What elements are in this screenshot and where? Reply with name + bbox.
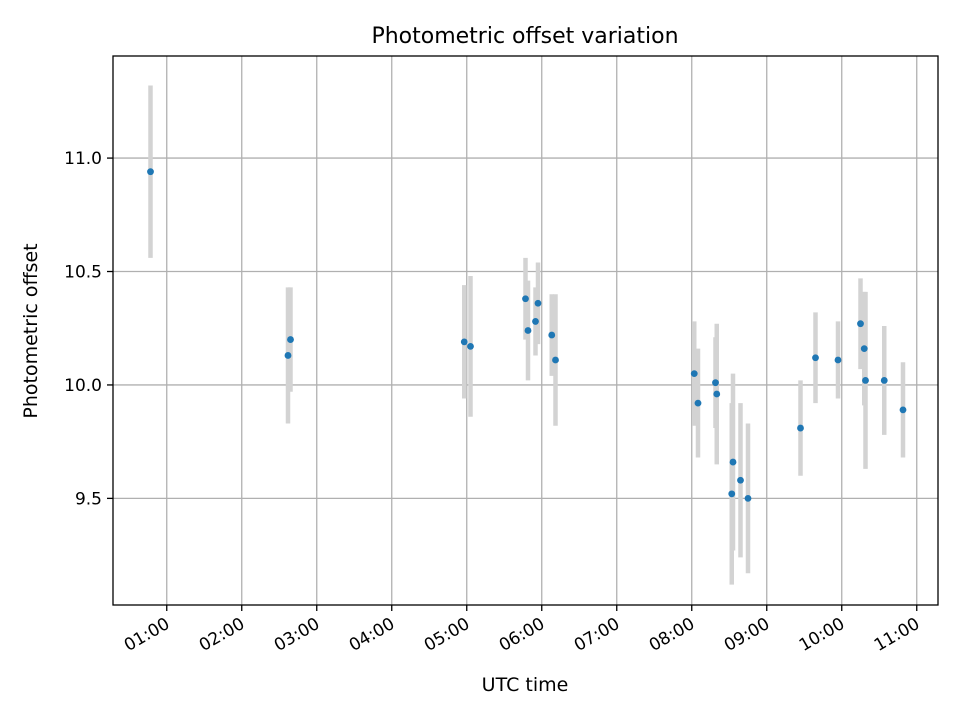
data-point: [899, 406, 907, 414]
data-point: [812, 354, 819, 362]
data-point: [467, 342, 474, 350]
data-point: [880, 377, 888, 384]
data-point: [857, 320, 864, 328]
y-tick-label: 10.5: [64, 263, 102, 283]
data-point: [729, 458, 737, 466]
data-point: [534, 299, 542, 307]
x-axis-label: UTC time: [482, 674, 569, 696]
data-point: [460, 338, 468, 346]
data-point: [147, 168, 154, 176]
data-point: [728, 490, 736, 498]
data-point: [744, 494, 752, 502]
data-point: [712, 379, 719, 387]
y-tick-label: 9.5: [75, 489, 102, 509]
data-point: [532, 318, 539, 325]
data-point: [860, 345, 868, 353]
data-point: [797, 424, 804, 432]
grid-layer: [113, 56, 938, 605]
y-tick-label: 10.0: [64, 376, 102, 396]
point-layer: [147, 168, 907, 502]
y-tick-label: 11.0: [64, 149, 102, 169]
data-point: [522, 295, 529, 303]
data-point: [284, 352, 292, 359]
plot-frame: [112, 55, 939, 606]
data-point: [552, 356, 559, 364]
data-point: [834, 356, 842, 364]
data-point: [862, 377, 869, 384]
data-point: [524, 327, 532, 334]
data-point: [287, 336, 294, 343]
data-point: [713, 390, 721, 398]
data-point: [690, 370, 698, 378]
y-axis-label: Photometric offset: [20, 243, 42, 418]
chart-title: Photometric offset variation: [371, 24, 678, 49]
data-point: [737, 476, 744, 484]
data-point: [694, 399, 702, 407]
data-point: [548, 331, 556, 339]
